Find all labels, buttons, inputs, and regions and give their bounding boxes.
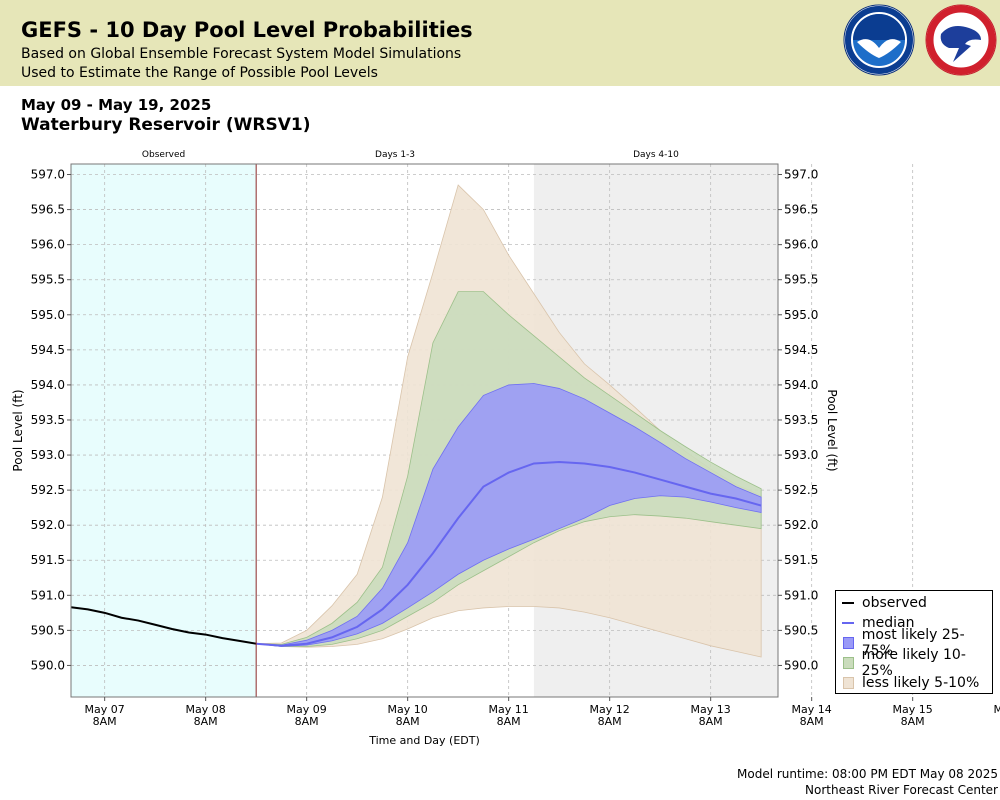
- noaa-logo-icon: [843, 4, 915, 76]
- legend-item-5-10: less likely 5-10%: [842, 673, 979, 693]
- y-tick-label-left-4: 592.0: [31, 518, 65, 532]
- y-tick-label-left-7: 593.5: [31, 413, 65, 427]
- y-tick-label-left-6: 593.0: [31, 448, 65, 462]
- y-tick-label-left-11: 595.5: [31, 273, 65, 287]
- x-tick-day-label-5: May 12: [590, 703, 630, 716]
- forecast-center: Northeast River Forecast Center: [805, 783, 998, 797]
- nws-logo-icon: [925, 4, 997, 76]
- y-tick-label-right-10: 595.0: [784, 308, 818, 322]
- legend-swatch-5-10: [843, 677, 854, 689]
- period-label-0: Observed: [142, 150, 185, 160]
- y-tick-label-right-6: 593.0: [784, 448, 818, 462]
- x-tick-day-label-0: May 07: [85, 703, 125, 716]
- x-tick-time-label-7: 8AM: [800, 715, 824, 728]
- y-tick-label-right-3: 591.5: [784, 553, 818, 567]
- x-tick-time-label-2: 8AM: [295, 715, 319, 728]
- model-runtime: Model runtime: 08:00 PM EDT May 08 2025: [737, 767, 998, 781]
- date-range: May 09 - May 19, 2025: [21, 96, 212, 114]
- y-tick-label-left-14: 597.0: [31, 168, 65, 182]
- page-subtitle-1: Based on Global Ensemble Forecast System…: [21, 46, 462, 62]
- header-banner: GEFS - 10 Day Pool Level Probabilities B…: [0, 0, 1000, 86]
- legend-label-5-10: less likely 5-10%: [862, 675, 980, 691]
- y-tick-label-left-13: 596.5: [31, 203, 65, 217]
- x-tick-time-label-3: 8AM: [396, 715, 420, 728]
- plot-frame: [70, 163, 779, 698]
- y-tick-label-right-13: 596.5: [784, 203, 818, 217]
- y-tick-label-left-1: 590.5: [31, 623, 65, 637]
- x-tick-time-label-5: 8AM: [598, 715, 622, 728]
- y-tick-label-right-8: 594.0: [784, 378, 818, 392]
- period-label-2: Days 4-10: [633, 150, 679, 160]
- observed-line: [70, 606, 257, 645]
- legend-swatch-median: [842, 622, 854, 624]
- y-tick-label-right-12: 596.0: [784, 238, 818, 252]
- x-tick-time-label-4: 8AM: [497, 715, 521, 728]
- y-tick-label-left-8: 594.0: [31, 378, 65, 392]
- chart-legend: observed median most likely 25-75% more …: [835, 590, 993, 694]
- x-tick-day-label-1: May 08: [186, 703, 226, 716]
- y-tick-label-right-14: 597.0: [784, 168, 818, 182]
- y-tick-label-right-9: 594.5: [784, 343, 818, 357]
- y-tick-label-right-4: 592.0: [784, 518, 818, 532]
- y-axis-label-right: Pool Level (ft): [825, 389, 839, 471]
- y-tick-label-left-12: 596.0: [31, 238, 65, 252]
- x-tick-day-label-9: May 16: [994, 703, 1000, 716]
- y-tick-label-left-10: 595.0: [31, 308, 65, 322]
- x-tick-day-label-3: May 10: [388, 703, 428, 716]
- y-tick-label-right-11: 595.5: [784, 273, 818, 287]
- y-axis-label-left: Pool Level (ft): [11, 389, 25, 471]
- legend-item-observed: observed: [842, 593, 927, 613]
- x-tick-time-label-1: 8AM: [194, 715, 218, 728]
- y-tick-label-left-0: 590.0: [31, 658, 65, 672]
- legend-item-25-75: most likely 25-75%: [842, 627, 992, 659]
- y-tick-label-left-5: 592.5: [31, 483, 65, 497]
- legend-label-25-75: most likely 25-75%: [861, 627, 965, 659]
- y-tick-label-left-3: 591.5: [31, 553, 65, 567]
- legend-label-median: median: [862, 615, 915, 631]
- x-tick-day-label-4: May 11: [489, 703, 529, 716]
- legend-item-10-25: more likely 10-25%: [842, 647, 992, 679]
- period-observed-region: [71, 164, 257, 697]
- x-tick-day-label-2: May 09: [287, 703, 327, 716]
- x-tick-time-label-6: 8AM: [699, 715, 723, 728]
- y-tick-label-left-2: 591.0: [31, 588, 65, 602]
- page-title: GEFS - 10 Day Pool Level Probabilities: [21, 18, 473, 42]
- page-subtitle-2: Used to Estimate the Range of Possible P…: [21, 65, 378, 81]
- y-tick-label-right-7: 593.5: [784, 413, 818, 427]
- legend-label-10-25: more likely 10-25%: [861, 647, 966, 679]
- x-tick-time-label-0: 8AM: [93, 715, 117, 728]
- y-tick-label-left-9: 594.5: [31, 343, 65, 357]
- x-tick-time-label-8: 8AM: [901, 715, 925, 728]
- legend-item-median: median: [842, 613, 914, 633]
- median-line: [256, 461, 762, 647]
- x-tick-day-label-6: May 13: [691, 703, 731, 716]
- y-tick-label-right-0: 590.0: [784, 658, 818, 672]
- legend-swatch-25-75: [843, 637, 854, 649]
- x-tick-day-label-8: May 15: [893, 703, 933, 716]
- y-tick-label-right-5: 592.5: [784, 483, 818, 497]
- x-axis-label: Time and Day (EDT): [368, 734, 480, 747]
- y-tick-label-right-2: 591.0: [784, 588, 818, 602]
- y-tick-label-right-1: 590.5: [784, 623, 818, 637]
- period-label-1: Days 1-3: [375, 150, 415, 160]
- legend-swatch-observed: [842, 602, 854, 604]
- location-title: Waterbury Reservoir (WRSV1): [21, 115, 311, 135]
- x-tick-day-label-7: May 14: [792, 703, 832, 716]
- legend-label-observed: observed: [862, 595, 927, 611]
- legend-swatch-10-25: [843, 657, 854, 669]
